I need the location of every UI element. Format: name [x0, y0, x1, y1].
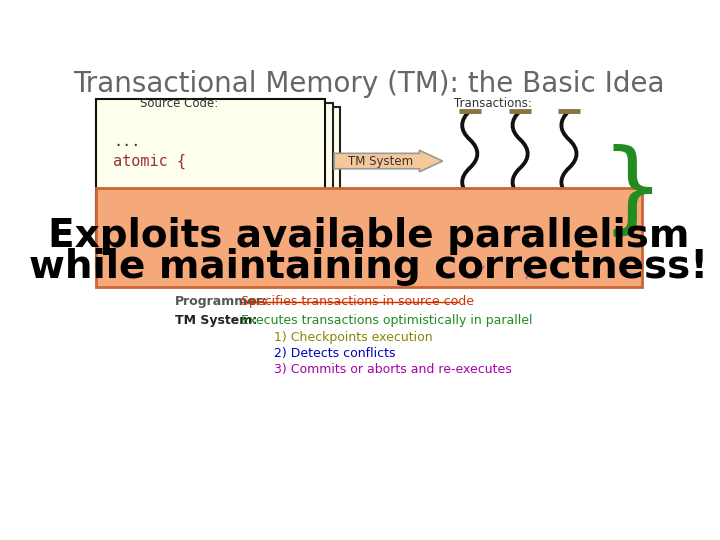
Polygon shape — [334, 150, 443, 172]
Text: while maintaining correctness!: while maintaining correctness! — [30, 247, 708, 286]
Text: Programmer:: Programmer: — [175, 295, 268, 308]
Text: Transactions:: Transactions: — [454, 97, 532, 110]
Text: Specifies transactions in source code: Specifies transactions in source code — [241, 295, 474, 308]
FancyBboxPatch shape — [96, 99, 325, 269]
Text: ...: ... — [113, 134, 140, 149]
FancyBboxPatch shape — [96, 188, 642, 287]
Text: 3) Commits or aborts and re-executes: 3) Commits or aborts and re-executes — [274, 363, 512, 376]
Text: Transactional Memory (TM): the Basic Idea: Transactional Memory (TM): the Basic Ide… — [73, 70, 665, 98]
Text: 1) Checkpoints execution: 1) Checkpoints execution — [274, 331, 433, 344]
Text: 2) Detects conflicts: 2) Detects conflicts — [274, 347, 396, 360]
Text: Exploits available parallelism: Exploits available parallelism — [48, 217, 690, 255]
FancyBboxPatch shape — [112, 107, 341, 276]
Text: TM System:: TM System: — [175, 314, 258, 327]
Text: }: } — [600, 143, 665, 240]
Text: atomic {: atomic { — [113, 153, 186, 168]
FancyBboxPatch shape — [104, 103, 333, 273]
Text: Source Code:: Source Code: — [140, 97, 219, 110]
Text: TM System: TM System — [348, 154, 413, 167]
Text: Executes transactions optimistically in parallel: Executes transactions optimistically in … — [241, 314, 533, 327]
